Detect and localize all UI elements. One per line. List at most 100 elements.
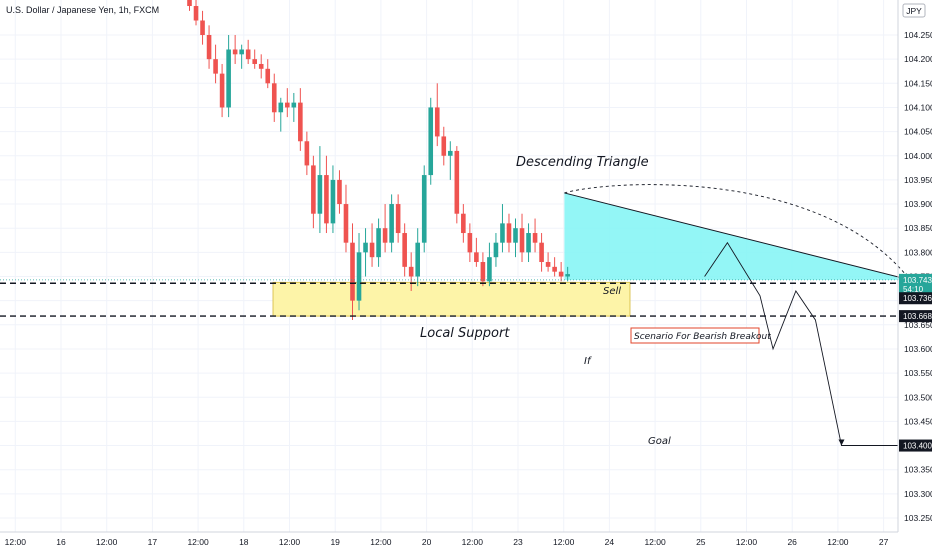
price-tag <box>899 310 932 323</box>
time-axis[interactable]: 12:00 16 12:00 17 12:00 18 12:00 19 12:00 20 12:00… <box>0 531 898 547</box>
candle-body <box>519 228 525 253</box>
candle-body <box>454 150 460 214</box>
candle-body <box>291 102 297 108</box>
x-tick-label: 12:00 <box>279 537 301 547</box>
goal-arrow-icon <box>838 439 845 446</box>
annotation-sell: Sell <box>603 286 621 297</box>
grid <box>0 0 898 532</box>
y-tick-label: 103.300 <box>904 489 932 499</box>
x-tick-label: 18 <box>239 537 249 547</box>
candle-body <box>402 233 407 267</box>
candle-body <box>382 228 388 243</box>
y-tick-label: 104.150 <box>904 78 932 88</box>
x-tick-label: 19 <box>330 537 340 547</box>
x-tick-label: 12:00 <box>462 537 484 547</box>
candle-body <box>213 59 218 74</box>
candle-body <box>350 242 355 301</box>
price-tag-label: 103.743 <box>903 276 932 285</box>
price-tag <box>899 292 932 305</box>
candle-body <box>206 35 212 60</box>
candle-body <box>428 107 434 176</box>
candle-body <box>487 257 492 282</box>
candle-body <box>513 228 518 243</box>
candle-body <box>271 83 277 113</box>
y-tick-label: 103.800 <box>904 247 932 257</box>
x-tick-label: 12:00 <box>370 537 392 547</box>
candle-body <box>369 242 375 258</box>
candles <box>187 0 570 320</box>
candle-body <box>493 242 499 258</box>
price-tag-label: 103.400 <box>903 442 932 451</box>
x-tick-label: 20 <box>422 537 432 547</box>
y-tick-label: 103.950 <box>904 175 932 185</box>
candle-body <box>408 266 414 277</box>
candle-body <box>200 20 205 35</box>
x-tick-label: 12:00 <box>827 537 849 547</box>
price-tag <box>899 439 932 452</box>
support-zone <box>272 281 631 317</box>
y-tick-label: 103.500 <box>904 392 932 402</box>
candle-body <box>552 266 557 272</box>
price-tag-label: 103.668 <box>903 312 932 321</box>
annotation-if: If <box>584 356 592 367</box>
x-tick-label: 12:00 <box>96 537 118 547</box>
y-tick-label: 103.650 <box>904 320 932 330</box>
y-tick-label: 103.900 <box>904 199 932 209</box>
candle-body <box>474 252 479 263</box>
y-tick-label: 103.550 <box>904 368 932 378</box>
candle-body <box>239 49 244 55</box>
chart-title: U.S. Dollar / Japanese Yen, 1h, FXCM <box>6 5 159 15</box>
x-tick-label: 16 <box>56 537 66 547</box>
x-tick-label: 12:00 <box>553 537 575 547</box>
annotation-local-support: Local Support <box>420 326 510 341</box>
x-tick-label: 27 <box>879 537 889 547</box>
currency-badge-label: JPY <box>906 6 922 16</box>
price-axis[interactable]: 1 104.250104.200104.150104.100104.050104… <box>897 0 932 532</box>
x-tick-label: 17 <box>148 537 158 547</box>
candle-body <box>539 242 544 263</box>
y-tick-label: 103.450 <box>904 416 932 426</box>
annotation-scenario: Scenario For Bearish Breakout <box>634 332 771 342</box>
currency-badge[interactable] <box>902 3 926 18</box>
candle-body <box>545 262 551 267</box>
x-tick-label: 12:00 <box>5 537 27 547</box>
candle-body <box>219 73 225 108</box>
x-tick-label: 25 <box>696 537 706 547</box>
candle-body <box>226 49 231 108</box>
x-tick-label: 24 <box>605 537 615 547</box>
x-tick-label: 12:00 <box>187 537 209 547</box>
candle-body <box>395 204 401 234</box>
candle-body <box>526 233 531 253</box>
candle-body <box>265 68 271 84</box>
candle-body <box>304 141 310 166</box>
y-tick-label: 103.850 <box>904 223 932 233</box>
candle-body <box>232 49 238 55</box>
y-tick-label: 104.050 <box>904 127 932 137</box>
candle-body <box>363 242 368 253</box>
candle-body <box>343 204 349 243</box>
x-tick-label: 26 <box>787 537 797 547</box>
candle-body <box>298 102 303 142</box>
triangle-arc <box>564 184 911 281</box>
candle-body <box>356 252 362 301</box>
annotation-descending-triangle: Descending Triangle <box>516 155 649 170</box>
candle-body <box>421 175 427 243</box>
candle-body <box>415 242 420 277</box>
candle-body <box>467 233 473 253</box>
annotation-goal: Goal <box>648 436 671 447</box>
candle-body <box>558 271 564 277</box>
price-tag <box>899 282 932 295</box>
y-tick-label: 103.600 <box>904 344 932 354</box>
candle-body <box>252 59 257 64</box>
candle-body <box>278 102 284 113</box>
projection-path <box>704 241 898 446</box>
scenario-box <box>630 327 760 344</box>
price-tag-label: 103.736 <box>903 294 932 303</box>
candle-body <box>376 228 381 258</box>
candle-body <box>193 6 199 21</box>
candle-body <box>461 213 466 234</box>
candle-body <box>258 63 264 69</box>
y-tick-label: 103.350 <box>904 465 932 475</box>
candle-body <box>448 150 453 156</box>
